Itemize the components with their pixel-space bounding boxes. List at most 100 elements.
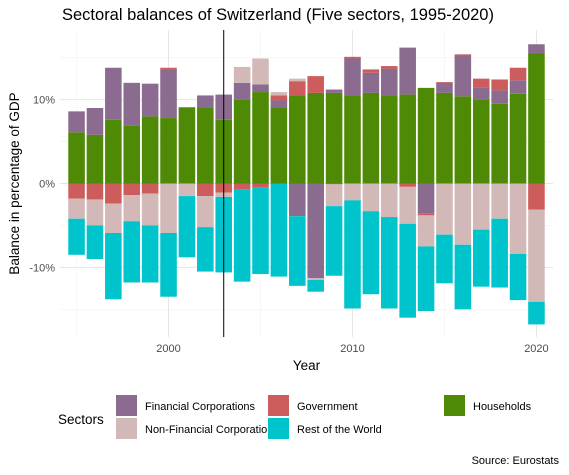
bar-households-1996 (86, 134, 104, 184)
bar-non-financial-corporations-2010 (344, 183, 361, 201)
bar-rest-of-the-world-2010 (344, 200, 361, 309)
bar-rest-of-the-world-2018 (491, 218, 508, 288)
bar-households-1998 (123, 125, 141, 184)
bar-non-financial-corporations-2002 (197, 196, 214, 228)
bar-financial-corporations-2005 (252, 84, 269, 93)
bar-non-financial-corporations-2013 (399, 186, 416, 224)
bar-rest-of-the-world-1999 (141, 225, 159, 283)
bar-non-financial-corporations-2020 (528, 209, 545, 302)
bar-non-financial-corporations-1999 (141, 193, 159, 226)
chart-title: Sectoral balances of Switzerland (Five s… (62, 6, 494, 24)
bar-financial-corporations-2007 (289, 183, 306, 217)
y-tick-label: -10% (29, 262, 55, 274)
bar-non-financial-corporations-2018 (491, 183, 508, 219)
bar-government-2015 (436, 82, 453, 83)
bar-rest-of-the-world-2011 (362, 211, 380, 295)
bar-government-2016 (454, 54, 472, 57)
bar-households-2010 (344, 95, 361, 184)
bar-rest-of-the-world-2014 (417, 246, 435, 311)
bar-financial-corporations-2000 (160, 69, 177, 119)
bar-households-2019 (509, 93, 527, 184)
bar-government-2013 (399, 183, 416, 187)
bar-rest-of-the-world-2007 (289, 216, 306, 286)
bar-rest-of-the-world-2017 (472, 229, 490, 287)
bar-rest-of-the-world-2002 (197, 227, 214, 272)
bar-rest-of-the-world-1996 (86, 225, 104, 259)
bar-households-2001 (178, 108, 196, 184)
bar-non-financial-corporations-2011 (362, 183, 380, 212)
y-tick-label: 0% (39, 179, 55, 191)
bar-government-2004 (233, 183, 251, 190)
bar-households-1997 (105, 119, 122, 184)
bar-non-financial-corporations-2005 (252, 58, 269, 85)
bar-financial-corporations-2004 (233, 82, 251, 100)
bar-financial-corporations-2020 (528, 44, 545, 54)
bars-layer (68, 44, 545, 325)
bar-financial-corporations-1995 (68, 111, 85, 133)
bar-households-2002 (197, 108, 214, 184)
bar-financial-corporations-2012 (381, 68, 398, 96)
bar-financial-corporations-2008 (307, 183, 324, 279)
x-tick-label: 2010 (340, 343, 364, 355)
bar-non-financial-corporations-2015 (436, 183, 453, 235)
bar-households-2007 (289, 95, 306, 184)
bar-government-2010 (344, 56, 361, 59)
bar-government-1999 (141, 183, 159, 194)
legend-swatch-government (268, 395, 289, 416)
bar-non-financial-corporations-2008 (307, 278, 324, 280)
bar-rest-of-the-world-2012 (381, 217, 398, 309)
bar-financial-corporations-2017 (472, 87, 490, 100)
bar-households-2015 (436, 92, 453, 184)
bar-government-1997 (105, 183, 122, 204)
bar-rest-of-the-world-2015 (436, 234, 453, 284)
bar-households-2014 (417, 87, 435, 184)
bar-non-financial-corporations-2004 (233, 66, 251, 83)
x-axis-ticks: 2000 2010 2020 (156, 343, 548, 355)
y-tick-label: 10% (33, 95, 55, 107)
bar-financial-corporations-2016 (454, 56, 472, 97)
legend-swatch-non-financial-corporations (116, 418, 137, 439)
bar-rest-of-the-world-2019 (509, 253, 527, 301)
bar-households-2005 (252, 92, 269, 184)
bar-non-financial-corporations-2014 (417, 215, 435, 247)
bar-government-1995 (68, 183, 85, 199)
bar-government-2019 (509, 67, 527, 81)
bar-rest-of-the-world-2005 (252, 187, 269, 275)
y-axis-title: Balance in percentage of GDP (7, 92, 22, 274)
bar-financial-corporations-2010 (344, 58, 361, 96)
bar-financial-corporations-1998 (123, 82, 141, 126)
bar-rest-of-the-world-2008 (307, 279, 324, 292)
bar-non-financial-corporations-2000 (160, 183, 177, 233)
legend-title: Sectors (58, 412, 104, 427)
bar-non-financial-corporations-1998 (123, 195, 141, 222)
bar-rest-of-the-world-2020 (528, 301, 545, 325)
legend: Sectors Financial Corporations Government… (58, 395, 532, 439)
bar-households-2017 (472, 99, 490, 184)
legend-swatch-households (444, 395, 465, 416)
bar-non-financial-corporations-2007 (289, 78, 306, 82)
bar-non-financial-corporations-1996 (86, 199, 104, 226)
bar-government-1996 (86, 183, 104, 200)
bar-rest-of-the-world-2006 (270, 183, 288, 277)
bar-government-1998 (123, 183, 141, 196)
bar-households-2006 (270, 108, 288, 184)
bar-financial-corporations-2019 (509, 80, 527, 94)
bar-rest-of-the-world-1998 (123, 221, 141, 283)
bar-households-2008 (307, 92, 324, 184)
legend-label-households: Households (473, 401, 532, 413)
bar-households-2016 (454, 96, 472, 184)
bar-government-2012 (381, 66, 398, 69)
bar-financial-corporations-2006 (270, 100, 288, 109)
bar-government-2017 (472, 78, 490, 88)
bar-financial-corporations-2018 (491, 90, 508, 104)
bar-rest-of-the-world-2004 (233, 189, 251, 282)
bar-government-2020 (528, 183, 545, 210)
bar-rest-of-the-world-2016 (454, 244, 472, 310)
bar-non-financial-corporations-2009 (325, 184, 343, 207)
bar-financial-corporations-2001 (178, 107, 196, 109)
bar-households-2013 (399, 94, 416, 184)
bar-households-2009 (325, 92, 343, 184)
bar-financial-corporations-2009 (325, 89, 343, 93)
bar-financial-corporations-2013 (399, 47, 416, 95)
